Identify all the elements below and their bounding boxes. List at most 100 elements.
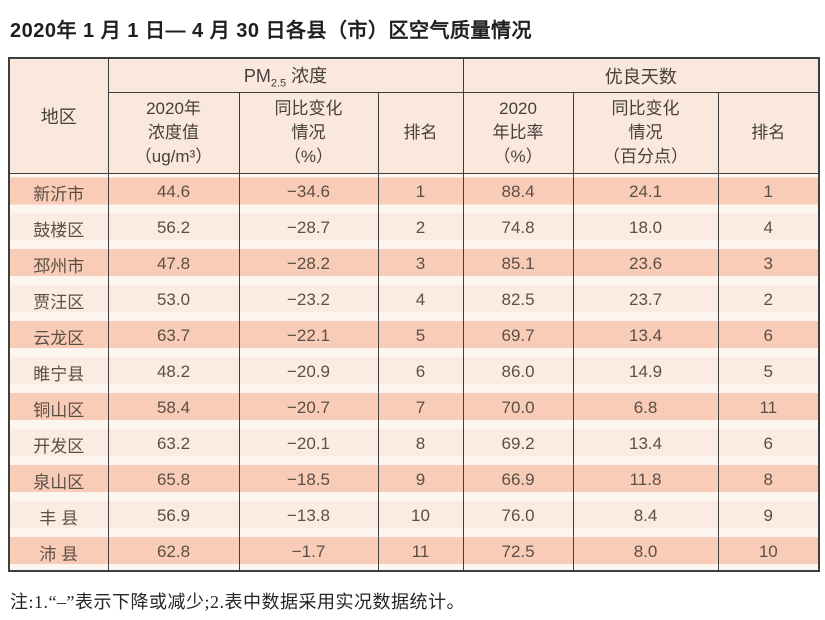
pm-value-cell: 63.7 (107, 318, 240, 354)
gd-ratio-cell: 66.9 (462, 462, 574, 498)
page-title: 2020年 1 月 1 日— 4 月 30 日各县（市）区空气质量情况 (10, 20, 533, 42)
gd-ratio-cell: 88.4 (462, 173, 574, 210)
gd-ratio-cell: 82.5 (462, 282, 574, 318)
gd-rank-cell: 1 (717, 173, 820, 210)
pm25-subscript: 2.5 (270, 77, 287, 90)
pm25-label-prefix: PM (243, 65, 271, 86)
pm-change-cell: −28.2 (238, 246, 379, 282)
gd-ratio-cell: 70.0 (462, 390, 574, 426)
table-row: 丰 县 56.9 −13.8 10 76.0 8.4 9 (8, 498, 820, 534)
pm-change-cell: −13.8 (238, 498, 379, 534)
pm-value-cell: 62.8 (107, 534, 240, 571)
gd-rank-cell: 6 (717, 318, 820, 354)
footnote: 注:1.“–”表示下降或减少;2.表中数据采用实况数据统计。 (10, 592, 465, 612)
region-cell: 泉山区 (8, 462, 109, 498)
pm-value-cell: 58.4 (107, 390, 240, 426)
pm-value-cell: 65.8 (107, 462, 240, 498)
pm-rank-cell: 8 (377, 426, 464, 462)
pm-value-cell: 56.2 (107, 210, 240, 246)
gd-rank-cell: 4 (717, 210, 820, 246)
pm-value-cell: 47.8 (107, 246, 240, 282)
pm-rank-cell: 1 (377, 173, 464, 210)
pm-change-cell: −20.7 (238, 390, 379, 426)
gd-rank-cell: 2 (717, 282, 820, 318)
group-header-good-days: 优良天数 (462, 57, 820, 93)
region-cell: 沛 县 (8, 534, 109, 571)
gd-change-cell: 23.7 (572, 282, 719, 318)
pm-change-cell: −23.2 (238, 282, 379, 318)
pm-rank-cell: 4 (377, 282, 464, 318)
gd-change-cell: 8.4 (572, 498, 719, 534)
gd-ratio-cell: 85.1 (462, 246, 574, 282)
gd-change-cell: 8.0 (572, 534, 719, 571)
gd-change-cell: 13.4 (572, 318, 719, 354)
pm-change-cell: −22.1 (238, 318, 379, 354)
gd-ratio-cell: 76.0 (462, 498, 574, 534)
gd-rank-cell: 3 (717, 246, 820, 282)
gd-rank-cell: 5 (717, 354, 820, 390)
gd-ratio-cell: 72.5 (462, 534, 574, 571)
gd-change-cell: 6.8 (572, 390, 719, 426)
gd-change-cell: 11.8 (572, 462, 719, 498)
gd-ratio-cell: 74.8 (462, 210, 574, 246)
gd-rank-cell: 8 (717, 462, 820, 498)
pm-rank-cell: 5 (377, 318, 464, 354)
pm-change-cell: −18.5 (238, 462, 379, 498)
gd-ratio-cell: 69.7 (462, 318, 574, 354)
sub-header-row: 2020年 浓度值 （ug/m³） 同比变化 情况 （%） 排名 2020 年比… (9, 92, 820, 174)
column-header-gd-rank: 排名 (717, 92, 820, 174)
region-cell: 丰 县 (8, 498, 109, 534)
pm25-label-suffix: 浓度 (286, 65, 328, 86)
region-cell: 开发区 (8, 426, 109, 462)
column-header-pm-change: 同比变化 情况 （%） (238, 92, 379, 174)
column-header-pm-rank: 排名 (377, 92, 464, 174)
pm-change-cell: −28.7 (238, 210, 379, 246)
column-header-gd-ratio: 2020 年比率 （%） (462, 92, 574, 174)
gd-rank-cell: 6 (717, 426, 820, 462)
table-row: 贾汪区 53.0 −23.2 4 82.5 23.7 2 (8, 282, 820, 318)
table-body: 新沂市 44.6 −34.6 1 88.4 24.1 1 鼓楼区 56.2 −28.7 2 74.8 1… (8, 173, 820, 571)
table-row: 睢宁县 48.2 −20.9 6 86.0 14.9 5 (8, 354, 820, 390)
gd-change-cell: 18.0 (572, 210, 719, 246)
pm-rank-cell: 6 (377, 354, 464, 390)
group-header-pm25: PM2.5 浓度 (107, 57, 464, 93)
region-cell: 贾汪区 (8, 282, 109, 318)
table-row: 新沂市 44.6 −34.6 1 88.4 24.1 1 (8, 173, 820, 210)
column-header-region: 地区 (8, 57, 109, 174)
pm-value-cell: 53.0 (107, 282, 240, 318)
pm-change-cell: −20.1 (238, 426, 379, 462)
region-cell: 新沂市 (8, 173, 109, 210)
pm-rank-cell: 2 (377, 210, 464, 246)
column-header-gd-change: 同比变化 情况 （百分点） (572, 92, 719, 174)
gd-ratio-cell: 86.0 (462, 354, 574, 390)
region-cell: 鼓楼区 (8, 210, 109, 246)
pm-rank-cell: 11 (377, 534, 464, 571)
gd-rank-cell: 11 (717, 390, 820, 426)
pm-change-cell: −20.9 (238, 354, 379, 390)
table-row: 邳州市 47.8 −28.2 3 85.1 23.6 3 (8, 246, 820, 282)
pm-value-cell: 56.9 (107, 498, 240, 534)
pm-change-cell: −34.6 (238, 173, 379, 210)
pm-rank-cell: 9 (377, 462, 464, 498)
table-row: 开发区 63.2 −20.1 8 69.2 13.4 6 (8, 426, 820, 462)
gd-ratio-cell: 69.2 (462, 426, 574, 462)
region-cell: 邳州市 (8, 246, 109, 282)
pm-change-cell: −1.7 (238, 534, 379, 571)
region-cell: 铜山区 (8, 390, 109, 426)
column-header-pm-value: 2020年 浓度值 （ug/m³） (107, 92, 240, 174)
gd-change-cell: 14.9 (572, 354, 719, 390)
pm-value-cell: 63.2 (107, 426, 240, 462)
gd-change-cell: 13.4 (572, 426, 719, 462)
gd-change-cell: 24.1 (572, 173, 719, 210)
pm-value-cell: 48.2 (107, 354, 240, 390)
pm-rank-cell: 10 (377, 498, 464, 534)
table-header: 地区 PM2.5 浓度 优良天数 2020年 浓度值 （ug/m³） 同比变化 … (8, 57, 820, 174)
pm-rank-cell: 3 (377, 246, 464, 282)
air-quality-table: 地区 PM2.5 浓度 优良天数 2020年 浓度值 （ug/m³） 同比变化 … (8, 57, 821, 572)
table-row: 云龙区 63.7 −22.1 5 69.7 13.4 6 (8, 318, 820, 354)
region-cell: 云龙区 (8, 318, 109, 354)
region-cell: 睢宁县 (8, 354, 109, 390)
table-row: 沛 县 62.8 −1.7 11 72.5 8.0 10 (8, 534, 820, 571)
table-row: 鼓楼区 56.2 −28.7 2 74.8 18.0 4 (8, 210, 820, 246)
